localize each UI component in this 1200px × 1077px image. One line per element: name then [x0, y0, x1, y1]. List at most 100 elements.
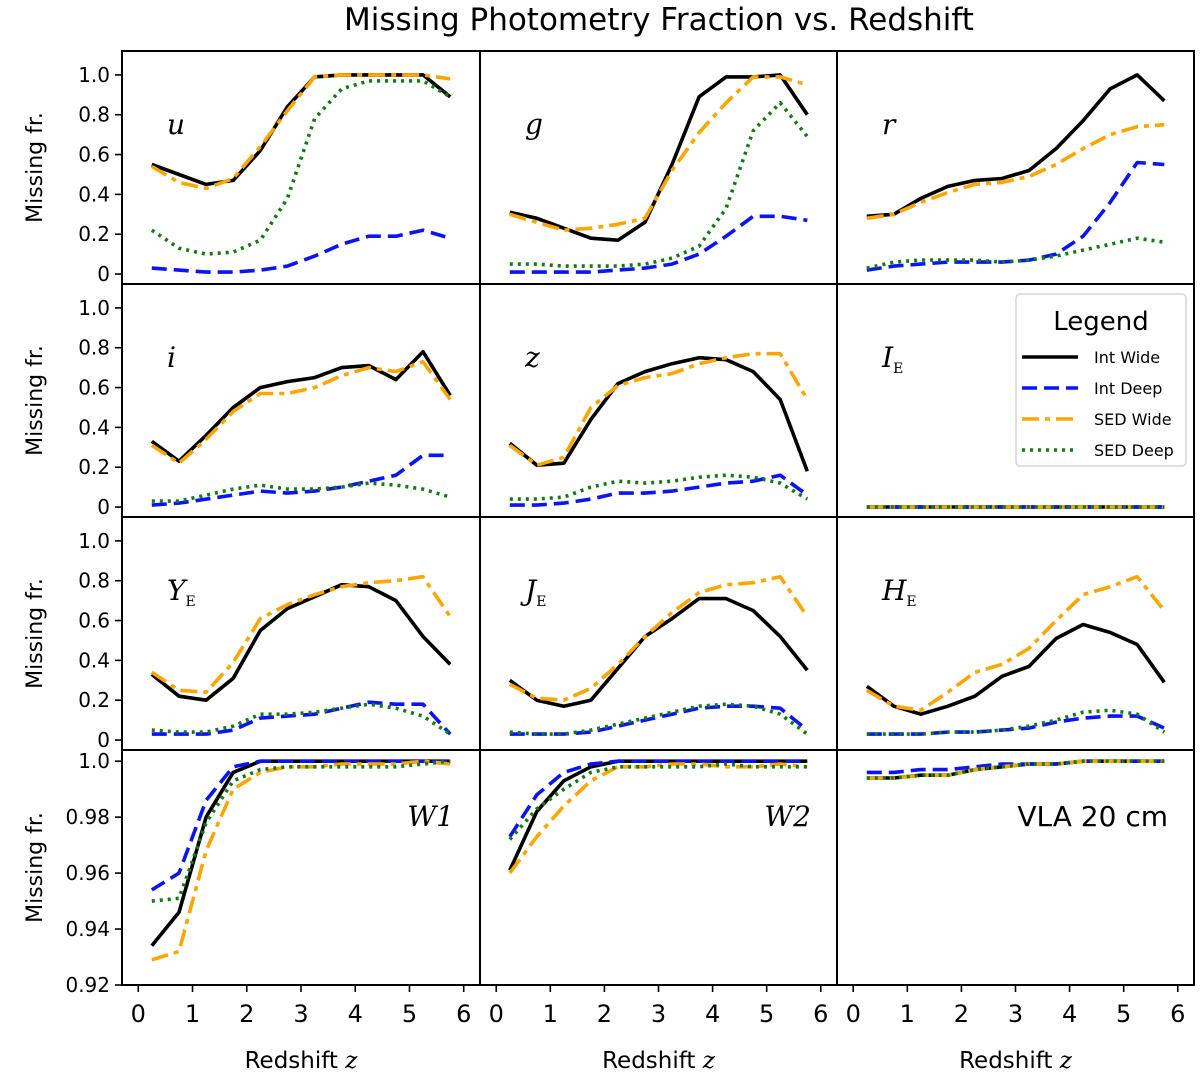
- x-axis-labels: Redshift z Redshift z Redshift z: [245, 1048, 1073, 1074]
- y-axis-label: Missing fr.: [23, 578, 48, 689]
- series-group: [866, 73, 1166, 272]
- legend: Legend Int Wide Int Deep SED Wide SED Deep: [1015, 293, 1187, 467]
- chart-title: Missing Photometry Fraction vs. Redshift: [344, 2, 974, 38]
- series-line-int-wide: [866, 73, 1166, 219]
- x-tick-label: 5: [759, 1000, 774, 1028]
- panel-label-subscript: E: [906, 594, 916, 610]
- y-tick-label: 1.0: [78, 749, 110, 773]
- y-tick-label: 0.6: [78, 143, 110, 167]
- y-tick-label: 0.4: [78, 182, 110, 206]
- series-line-sed-deep: [866, 236, 1165, 270]
- x-tick-label: 4: [705, 1000, 720, 1028]
- series-line-sed-wide: [866, 122, 1165, 221]
- y-tick-label: 0.8: [78, 336, 110, 360]
- series-line-int-deep: [151, 228, 451, 274]
- x-tick-label: 5: [402, 1000, 417, 1028]
- panel-background: [480, 284, 837, 517]
- series-line-sed-wide: [150, 359, 452, 466]
- series-line-sed-wide: [151, 759, 451, 962]
- legend-box: [1015, 293, 1187, 467]
- series-line-int-wide: [508, 355, 809, 472]
- panel-label: W1: [407, 800, 454, 833]
- series-line-sed-deep: [150, 79, 452, 256]
- panel-z: z: [479, 283, 838, 518]
- x-tick-label: 6: [456, 1000, 471, 1028]
- y-tick-label: 0.8: [78, 569, 110, 593]
- panel-w2: 0 1 2 3 4 5 6 W2: [479, 749, 838, 1028]
- panel-label: i: [167, 341, 176, 374]
- series-line-sed-wide: [508, 762, 808, 875]
- panel-background: [480, 517, 837, 750]
- panel-frame: [836, 749, 1195, 986]
- panel-label-subscript: E: [185, 594, 195, 610]
- series-line-sed-wide: [508, 574, 809, 703]
- panel-g: g: [479, 50, 838, 285]
- y-tick-label: 1.0: [78, 529, 110, 553]
- y-tick-label: 0.96: [65, 861, 110, 885]
- series-group: [508, 574, 809, 736]
- x-axis-label: Redshift z: [245, 1048, 359, 1074]
- series-line-int-wide: [508, 596, 809, 709]
- legend-entry-label: Int Deep: [1094, 379, 1162, 398]
- panel-background: [837, 51, 1194, 284]
- series-line-sed-deep: [509, 702, 809, 736]
- series-line-int-deep: [150, 759, 451, 892]
- series-line-int-deep: [509, 214, 808, 274]
- series-line-sed-deep: [509, 473, 809, 501]
- series-line-sed-wide: [508, 351, 809, 468]
- panel-vla-20-cm: 0 1 2 3 4 5 6 VLA 20 cm: [836, 749, 1195, 1028]
- series-line-int-wide: [150, 582, 452, 703]
- series-line-sed-deep: [151, 702, 452, 736]
- y-tick-label: 0.2: [78, 455, 110, 479]
- x-tick-label: 6: [813, 1000, 828, 1028]
- y-tick-label: 0.92: [65, 973, 110, 997]
- x-tick-label: 0: [846, 1000, 861, 1028]
- y-axis-label: Missing fr.: [23, 345, 48, 456]
- series-group: [508, 759, 808, 875]
- x-tick-label: 6: [1170, 1000, 1185, 1028]
- panel-label: u: [167, 108, 185, 141]
- panel-label: r: [882, 108, 897, 141]
- x-tick-label: 0: [131, 1000, 146, 1028]
- panel-label-subscript: E: [536, 594, 546, 610]
- x-tick-label: 1: [543, 1000, 558, 1028]
- series-line-sed-deep: [866, 759, 1165, 780]
- panel-background: [122, 51, 480, 284]
- x-axis-label: Redshift z: [959, 1048, 1073, 1074]
- x-tick-label: 0: [489, 1000, 504, 1028]
- x-tick-label: 3: [1008, 1000, 1023, 1028]
- legend-entry-label: Int Wide: [1094, 348, 1160, 367]
- y-tick-label: 0.2: [78, 222, 110, 246]
- x-tick-label: 2: [239, 1000, 254, 1028]
- panel-i: 0 0.2 0.4 0.6 0.8 1.0 i: [78, 283, 481, 519]
- y-tick-label: 1.0: [78, 63, 110, 87]
- panel-w1: 0.92 0.94 0.96 0.98 1.0 0 1 2 3 4 5 6 W1: [65, 749, 481, 1028]
- panel-label-subscript: E: [893, 361, 903, 377]
- series-group: [865, 574, 1166, 736]
- y-tick-label: 0.8: [78, 103, 110, 127]
- panel-background: [480, 51, 837, 284]
- series-group: [508, 351, 809, 507]
- x-tick-label: 4: [348, 1000, 363, 1028]
- series-line-int-deep: [866, 160, 1165, 272]
- x-axis-label: Redshift z: [602, 1048, 716, 1074]
- legend-entry-label: SED Wide: [1094, 410, 1172, 429]
- panel-background: [122, 284, 480, 517]
- series-line-int-deep: [151, 453, 451, 507]
- series-line-int-wide: [150, 349, 452, 464]
- panel-he: HE: [836, 516, 1195, 751]
- y-tick-label: 0.94: [65, 917, 110, 941]
- panel-background: [837, 517, 1194, 750]
- series-group: [150, 349, 452, 507]
- panel-label: g: [525, 108, 543, 141]
- panel-u: 0 0.2 0.4 0.6 0.8 1.0 u: [78, 50, 481, 286]
- y-axis-label: Missing fr.: [23, 112, 48, 223]
- y-tick-label: 0.4: [78, 415, 110, 439]
- series-line-sed-wide: [150, 73, 451, 191]
- y-tick-label: 0.6: [78, 376, 110, 400]
- series-line-sed-deep: [508, 762, 808, 841]
- x-tick-label: 2: [954, 1000, 969, 1028]
- y-axis-label: Missing fr.: [23, 812, 48, 923]
